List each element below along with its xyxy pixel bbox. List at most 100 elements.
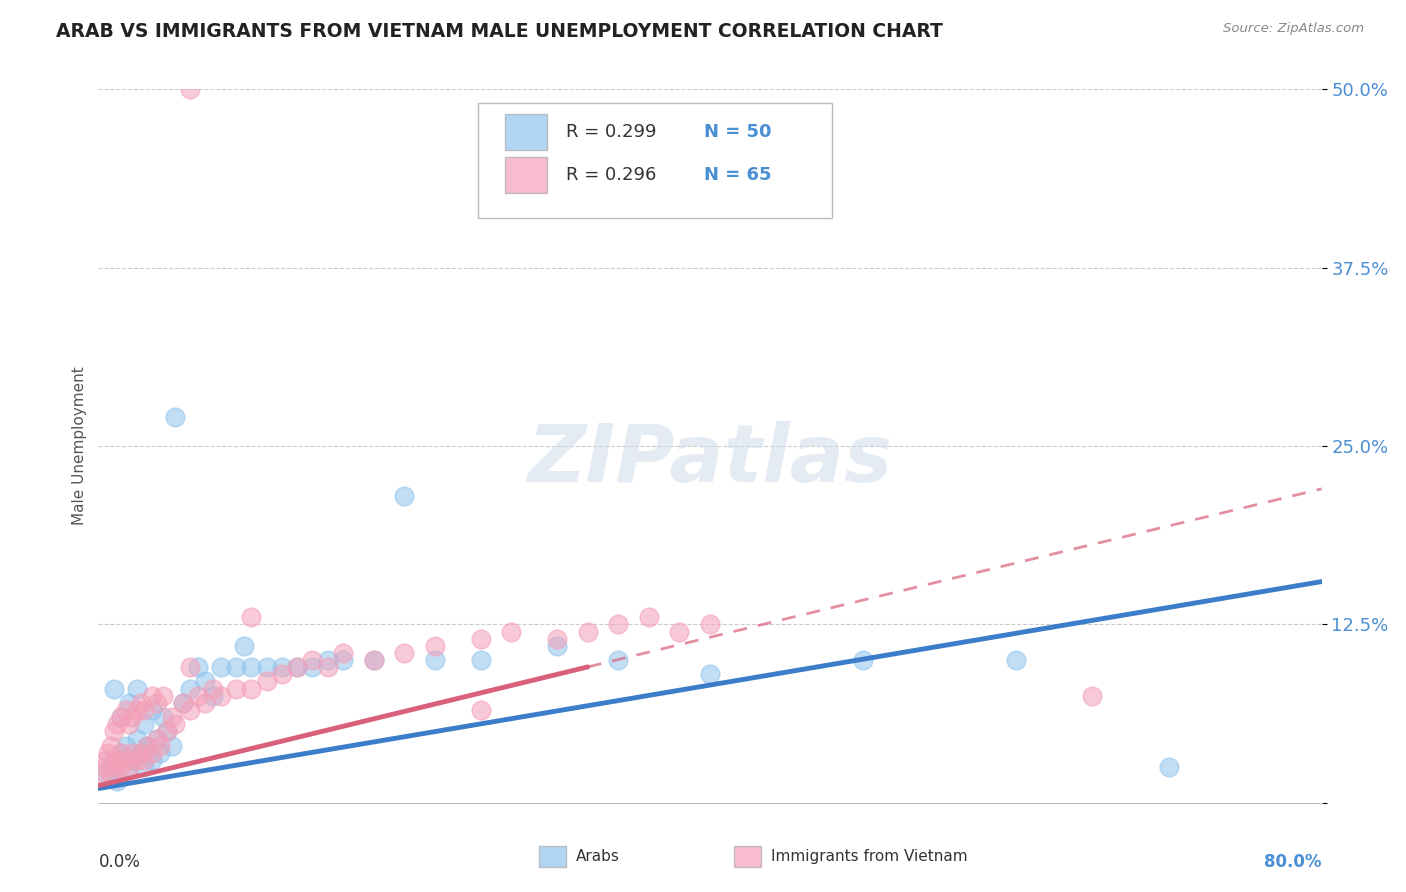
Point — [129, 696, 152, 710]
Point — [105, 774, 128, 789]
Point — [607, 617, 630, 632]
Text: Immigrants from Vietnam: Immigrants from Vietnam — [772, 849, 967, 863]
Point — [100, 739, 122, 753]
Point — [301, 660, 323, 674]
Point — [97, 746, 120, 760]
FancyBboxPatch shape — [734, 846, 762, 867]
Point — [125, 681, 148, 696]
Point — [270, 660, 292, 674]
Point — [121, 746, 143, 760]
Text: ARAB VS IMMIGRANTS FROM VIETNAM MALE UNEMPLOYMENT CORRELATION CHART: ARAB VS IMMIGRANTS FROM VIETNAM MALE UNE… — [56, 22, 943, 41]
Point — [423, 653, 446, 667]
Point — [256, 660, 278, 674]
Text: Arabs: Arabs — [575, 849, 620, 863]
Point — [699, 617, 721, 632]
Point — [118, 717, 141, 731]
Text: N = 65: N = 65 — [704, 166, 772, 184]
Point — [179, 82, 201, 96]
Point — [179, 660, 201, 674]
Text: R = 0.299: R = 0.299 — [565, 123, 657, 141]
Point — [256, 674, 278, 689]
Point — [103, 753, 125, 767]
Text: N = 50: N = 50 — [704, 123, 772, 141]
Point — [94, 753, 117, 767]
Text: ZIPatlas: ZIPatlas — [527, 421, 893, 500]
Point — [118, 696, 141, 710]
Point — [285, 660, 308, 674]
Point — [100, 760, 122, 774]
Point — [699, 667, 721, 681]
Point — [392, 646, 416, 660]
Point — [232, 639, 254, 653]
Point — [392, 489, 416, 503]
Point — [141, 753, 163, 767]
Point — [136, 739, 159, 753]
Point — [129, 746, 152, 760]
Point — [163, 717, 186, 731]
Point — [160, 739, 183, 753]
Point — [93, 760, 115, 774]
Point — [209, 689, 232, 703]
Point — [121, 753, 143, 767]
Point — [363, 653, 385, 667]
Point — [163, 410, 186, 425]
Point — [285, 660, 308, 674]
Point — [546, 639, 568, 653]
Point — [316, 660, 339, 674]
Point — [1081, 689, 1104, 703]
Point — [225, 660, 247, 674]
Point — [141, 746, 163, 760]
Point — [118, 760, 141, 774]
Point — [470, 653, 492, 667]
Point — [194, 674, 217, 689]
Point — [141, 689, 163, 703]
Point — [145, 696, 167, 710]
Point — [110, 746, 132, 760]
Point — [108, 760, 131, 774]
Point — [332, 653, 354, 667]
Point — [607, 653, 630, 667]
Point — [152, 710, 174, 724]
Point — [103, 760, 125, 774]
Point — [115, 739, 138, 753]
Point — [301, 653, 323, 667]
Point — [316, 653, 339, 667]
Point — [172, 696, 194, 710]
Point — [270, 667, 292, 681]
Point — [156, 724, 179, 739]
Point — [100, 767, 122, 781]
Text: Source: ZipAtlas.com: Source: ZipAtlas.com — [1223, 22, 1364, 36]
Point — [240, 610, 263, 624]
Text: 80.0%: 80.0% — [1264, 853, 1322, 871]
Point — [202, 681, 225, 696]
Point — [134, 717, 156, 731]
Point — [160, 710, 183, 724]
Point — [202, 689, 225, 703]
Point — [134, 703, 156, 717]
Point — [179, 681, 201, 696]
Point — [145, 731, 167, 746]
Point — [179, 703, 201, 717]
Point — [546, 632, 568, 646]
Point — [149, 746, 172, 760]
FancyBboxPatch shape — [505, 157, 547, 193]
Point — [125, 731, 148, 746]
Point — [110, 710, 132, 724]
FancyBboxPatch shape — [505, 114, 547, 150]
Point — [470, 632, 492, 646]
Point — [110, 710, 132, 724]
Point — [1157, 760, 1180, 774]
Point — [1004, 653, 1026, 667]
Point — [110, 746, 132, 760]
Point — [103, 681, 125, 696]
Point — [637, 610, 661, 624]
Text: R = 0.296: R = 0.296 — [565, 166, 657, 184]
Point — [121, 710, 143, 724]
Point — [668, 624, 690, 639]
Point — [141, 703, 163, 717]
Point — [125, 753, 148, 767]
Point — [134, 760, 156, 774]
Point — [152, 689, 174, 703]
Point — [470, 703, 492, 717]
Point — [225, 681, 247, 696]
